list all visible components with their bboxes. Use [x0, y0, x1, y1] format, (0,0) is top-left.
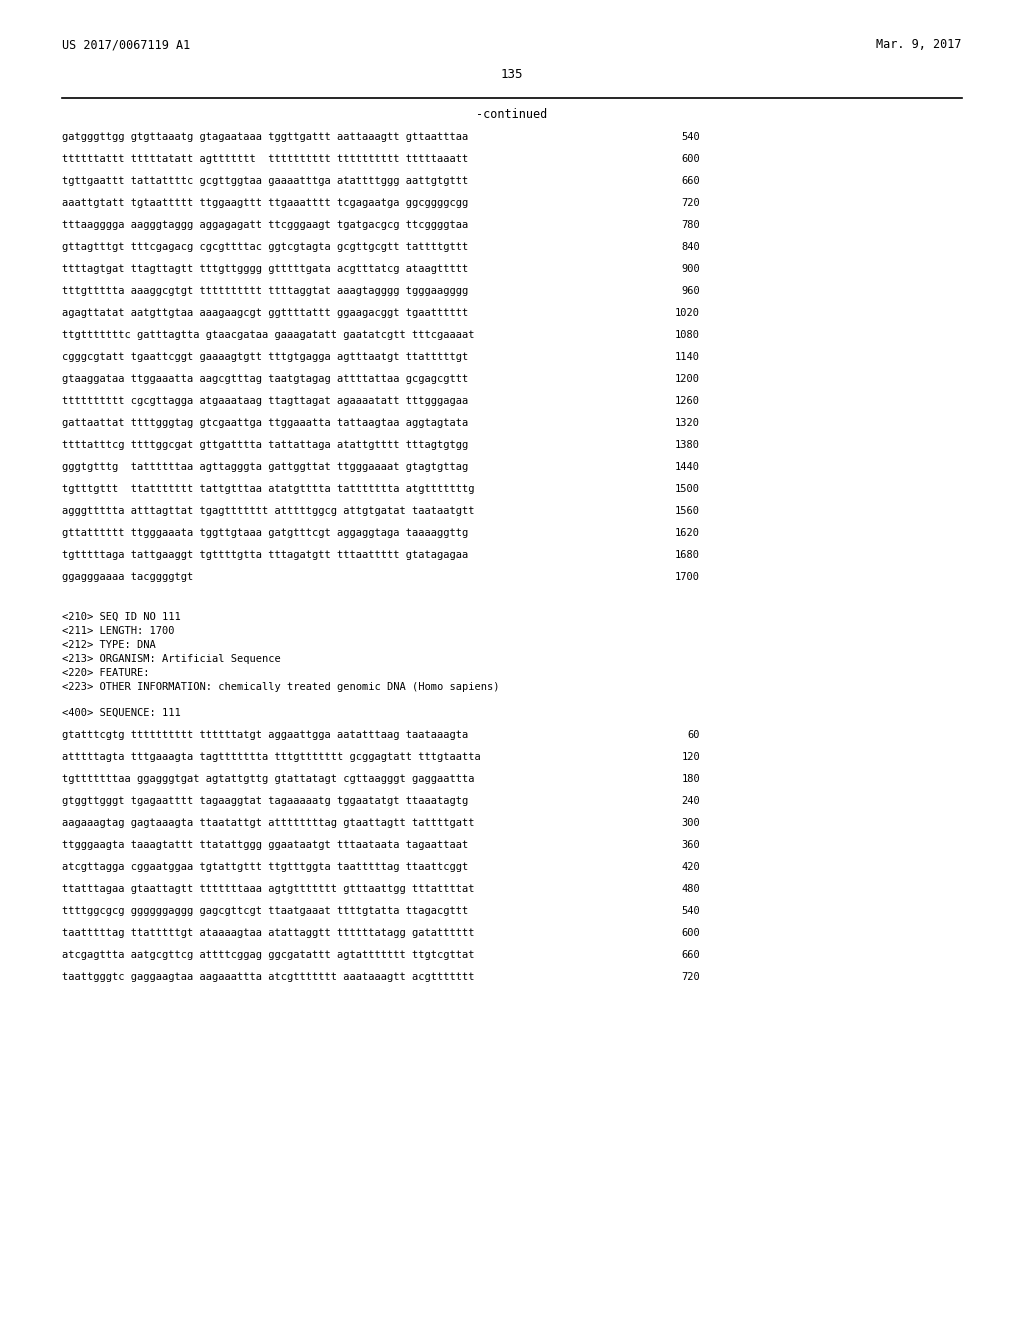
Text: ttttggcgcg ggggggaggg gagcgttcgt ttaatgaaat ttttgtatta ttagacgttt: ttttggcgcg ggggggaggg gagcgttcgt ttaatga… — [62, 906, 468, 916]
Text: 1320: 1320 — [675, 418, 700, 428]
Text: 1620: 1620 — [675, 528, 700, 539]
Text: 120: 120 — [681, 752, 700, 762]
Text: taattgggtc gaggaagtaa aagaaattta atcgttttttt aaataaagtt acgttttttt: taattgggtc gaggaagtaa aagaaattta atcgttt… — [62, 972, 474, 982]
Text: atcgttagga cggaatggaa tgtattgttt ttgtttggta taatttttag ttaattcggt: atcgttagga cggaatggaa tgtattgttt ttgtttg… — [62, 862, 468, 873]
Text: 540: 540 — [681, 132, 700, 143]
Text: 1500: 1500 — [675, 484, 700, 494]
Text: 720: 720 — [681, 198, 700, 209]
Text: tgtttgttt  ttattttttt tattgtttaa atatgtttta tattttttta atgtttttttg: tgtttgttt ttattttttt tattgtttaa atatgttt… — [62, 484, 474, 494]
Text: 1200: 1200 — [675, 374, 700, 384]
Text: -continued: -continued — [476, 108, 548, 121]
Text: 660: 660 — [681, 176, 700, 186]
Text: 60: 60 — [687, 730, 700, 741]
Text: gtatttcgtg tttttttttt ttttttatgt aggaattgga aatatttaag taataaagta: gtatttcgtg tttttttttt ttttttatgt aggaatt… — [62, 730, 468, 741]
Text: Mar. 9, 2017: Mar. 9, 2017 — [877, 38, 962, 51]
Text: 780: 780 — [681, 220, 700, 230]
Text: 1700: 1700 — [675, 572, 700, 582]
Text: 960: 960 — [681, 286, 700, 296]
Text: 720: 720 — [681, 972, 700, 982]
Text: ggagggaaaa tacggggtgt: ggagggaaaa tacggggtgt — [62, 572, 194, 582]
Text: 1260: 1260 — [675, 396, 700, 407]
Text: 1560: 1560 — [675, 506, 700, 516]
Text: 240: 240 — [681, 796, 700, 807]
Text: tgtttttttaa ggagggtgat agtattgttg gtattatagt cgttaagggt gaggaattta: tgtttttttaa ggagggtgat agtattgttg gtatta… — [62, 774, 474, 784]
Text: tttaagggga aagggtaggg aggagagatt ttcgggaagt tgatgacgcg ttcggggtaa: tttaagggga aagggtaggg aggagagatt ttcggga… — [62, 220, 468, 230]
Text: ttgtttttttc gatttagtta gtaacgataa gaaagatatt gaatatcgtt tttcgaaaat: ttgtttttttc gatttagtta gtaacgataa gaaaga… — [62, 330, 474, 341]
Text: tgtttttaga tattgaaggt tgttttgtta tttagatgtt tttaattttt gtatagagaa: tgtttttaga tattgaaggt tgttttgtta tttagat… — [62, 550, 468, 560]
Text: 180: 180 — [681, 774, 700, 784]
Text: 660: 660 — [681, 950, 700, 960]
Text: 900: 900 — [681, 264, 700, 275]
Text: 300: 300 — [681, 818, 700, 828]
Text: 1080: 1080 — [675, 330, 700, 341]
Text: gttatttttt ttgggaaata tggttgtaaa gatgtttcgt aggaggtaga taaaaggttg: gttatttttt ttgggaaata tggttgtaaa gatgttt… — [62, 528, 468, 539]
Text: gtggttgggt tgagaatttt tagaaggtat tagaaaaatg tggaatatgt ttaaatagtg: gtggttgggt tgagaatttt tagaaggtat tagaaaa… — [62, 796, 468, 807]
Text: ttttagtgat ttagttagtt tttgttgggg gtttttgata acgtttatcg ataagttttt: ttttagtgat ttagttagtt tttgttgggg gtttttg… — [62, 264, 468, 275]
Text: ttttttattt tttttatatt agttttttt  tttttttttt tttttttttt tttttaaatt: ttttttattt tttttatatt agttttttt tttttttt… — [62, 154, 468, 164]
Text: US 2017/0067119 A1: US 2017/0067119 A1 — [62, 38, 190, 51]
Text: 1440: 1440 — [675, 462, 700, 473]
Text: <213> ORGANISM: Artificial Sequence: <213> ORGANISM: Artificial Sequence — [62, 653, 281, 664]
Text: gattaattat ttttgggtag gtcgaattga ttggaaatta tattaagtaa aggtagtata: gattaattat ttttgggtag gtcgaattga ttggaaa… — [62, 418, 468, 428]
Text: 1680: 1680 — [675, 550, 700, 560]
Text: <211> LENGTH: 1700: <211> LENGTH: 1700 — [62, 626, 174, 636]
Text: 1140: 1140 — [675, 352, 700, 362]
Text: tttttttttt cgcgttagga atgaaataag ttagttagat agaaaatatt tttgggagaa: tttttttttt cgcgttagga atgaaataag ttagtta… — [62, 396, 468, 407]
Text: atcgagttta aatgcgttcg attttcggag ggcgatattt agtattttttt ttgtcgttat: atcgagttta aatgcgttcg attttcggag ggcgata… — [62, 950, 474, 960]
Text: <212> TYPE: DNA: <212> TYPE: DNA — [62, 640, 156, 649]
Text: gtaaggataa ttggaaatta aagcgtttag taatgtagag attttattaa gcgagcgttt: gtaaggataa ttggaaatta aagcgtttag taatgta… — [62, 374, 468, 384]
Text: cgggcgtatt tgaattcggt gaaaagtgtt tttgtgagga agtttaatgt ttatttttgt: cgggcgtatt tgaattcggt gaaaagtgtt tttgtga… — [62, 352, 468, 362]
Text: gatgggttgg gtgttaaatg gtagaataaa tggttgattt aattaaagtt gttaatttaa: gatgggttgg gtgttaaatg gtagaataaa tggttga… — [62, 132, 468, 143]
Text: ttttatttcg ttttggcgat gttgatttta tattattaga atattgtttt tttagtgtgg: ttttatttcg ttttggcgat gttgatttta tattatt… — [62, 440, 468, 450]
Text: atttttagta tttgaaagta tagttttttta tttgttttttt gcggagtatt tttgtaatta: atttttagta tttgaaagta tagttttttta tttgtt… — [62, 752, 480, 762]
Text: agagttatat aatgttgtaa aaagaagcgt ggttttattt ggaagacggt tgaatttttt: agagttatat aatgttgtaa aaagaagcgt ggtttta… — [62, 308, 468, 318]
Text: agggttttta atttagttat tgagttttttt atttttggcg attgtgatat taataatgtt: agggttttta atttagttat tgagttttttt attttt… — [62, 506, 474, 516]
Text: 1380: 1380 — [675, 440, 700, 450]
Text: 360: 360 — [681, 840, 700, 850]
Text: 135: 135 — [501, 69, 523, 82]
Text: 600: 600 — [681, 154, 700, 164]
Text: gttagtttgt tttcgagacg cgcgttttac ggtcgtagta gcgttgcgtt tattttgttt: gttagtttgt tttcgagacg cgcgttttac ggtcgta… — [62, 242, 468, 252]
Text: 1020: 1020 — [675, 308, 700, 318]
Text: 540: 540 — [681, 906, 700, 916]
Text: aagaaagtag gagtaaagta ttaatattgt attttttttag gtaattagtt tattttgatt: aagaaagtag gagtaaagta ttaatattgt atttttt… — [62, 818, 474, 828]
Text: <400> SEQUENCE: 111: <400> SEQUENCE: 111 — [62, 708, 181, 718]
Text: gggtgtttg  tattttttaa agttagggta gattggttat ttgggaaaat gtagtgttag: gggtgtttg tattttttaa agttagggta gattggtt… — [62, 462, 468, 473]
Text: ttgggaagta taaagtattt ttatattggg ggaataatgt tttaataata tagaattaat: ttgggaagta taaagtattt ttatattggg ggaataa… — [62, 840, 468, 850]
Text: <223> OTHER INFORMATION: chemically treated genomic DNA (Homo sapiens): <223> OTHER INFORMATION: chemically trea… — [62, 682, 500, 692]
Text: 420: 420 — [681, 862, 700, 873]
Text: 480: 480 — [681, 884, 700, 894]
Text: tttgttttta aaaggcgtgt tttttttttt ttttaggtat aaagtagggg tgggaagggg: tttgttttta aaaggcgtgt tttttttttt ttttagg… — [62, 286, 468, 296]
Text: 840: 840 — [681, 242, 700, 252]
Text: tgttgaattt tattattttc gcgttggtaa gaaaatttga atattttggg aattgtgttt: tgttgaattt tattattttc gcgttggtaa gaaaatt… — [62, 176, 468, 186]
Text: <220> FEATURE:: <220> FEATURE: — [62, 668, 150, 678]
Text: <210> SEQ ID NO 111: <210> SEQ ID NO 111 — [62, 612, 181, 622]
Text: taatttttag ttatttttgt ataaaagtaa atattaggtt ttttttatagg gatatttttt: taatttttag ttatttttgt ataaaagtaa atattag… — [62, 928, 474, 939]
Text: aaattgtatt tgtaattttt ttggaagttt ttgaaatttt tcgagaatga ggcggggcgg: aaattgtatt tgtaattttt ttggaagttt ttgaaat… — [62, 198, 468, 209]
Text: ttatttagaa gtaattagtt tttttttaaa agtgttttttt gtttaattgg tttattttat: ttatttagaa gtaattagtt tttttttaaa agtgttt… — [62, 884, 474, 894]
Text: 600: 600 — [681, 928, 700, 939]
